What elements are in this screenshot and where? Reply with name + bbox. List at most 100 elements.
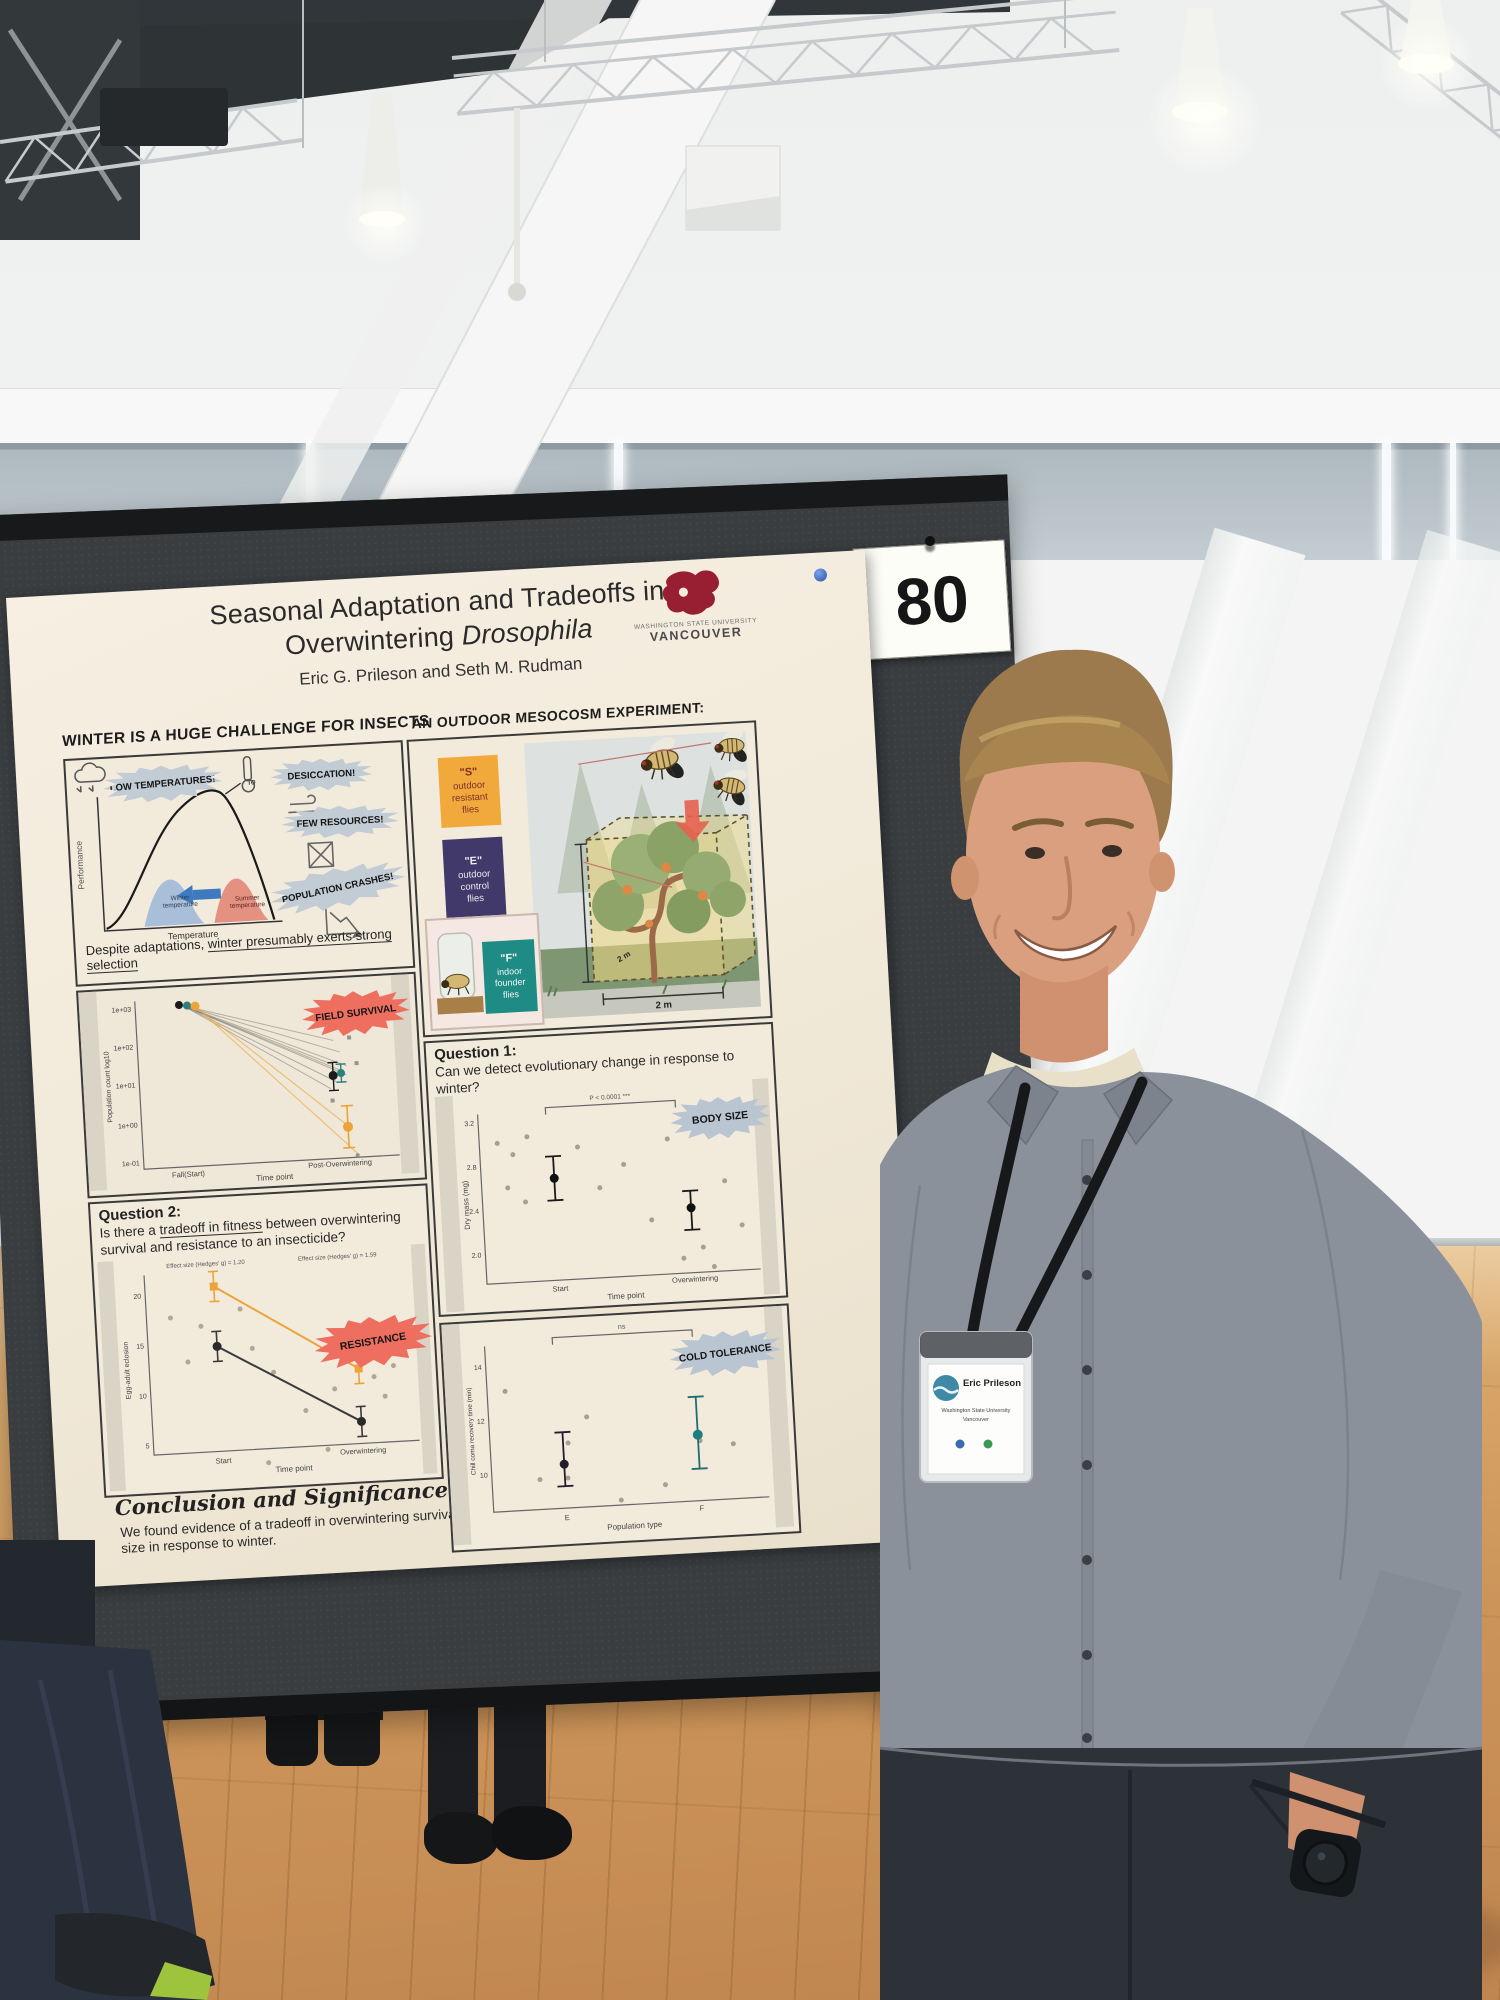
tree	[592, 821, 746, 984]
black-point	[328, 1070, 338, 1080]
group-line: flies	[502, 988, 520, 1000]
hanging-rod	[514, 108, 520, 286]
tree-fruit	[622, 862, 708, 928]
light-glow	[340, 178, 430, 268]
p-value-annotation: P < 0.0001 ***	[589, 1093, 631, 1102]
xtick: F	[699, 1503, 704, 1512]
burst-label: RESISTANCE	[339, 1330, 408, 1353]
group-line: resistant	[451, 791, 489, 805]
wsu-logo: WASHINGTON STATE UNIVERSITY VANCOUVER	[617, 563, 771, 645]
effect-size-annotation: Effect size (Hedges' g) = 1.20	[166, 1260, 245, 1270]
shirt-collar-flap	[1102, 1071, 1174, 1146]
light-truss	[451, 0, 1120, 116]
watch-glint	[1317, 1852, 1326, 1861]
winter-temp-label: Winter temperature	[162, 894, 199, 910]
grass-tufts	[547, 979, 728, 997]
xtick: Overwintering	[340, 1445, 387, 1457]
burst-label: FEW RESOURCES!	[296, 813, 384, 830]
dimension-label: 2 m	[655, 999, 672, 1011]
wall-beam-band	[0, 388, 1500, 447]
beam-edge	[339, 0, 776, 575]
badge-name: Eric Prileson	[963, 1378, 1021, 1389]
lanyard-cord	[966, 1082, 1031, 1342]
shirt	[880, 1066, 1482, 1755]
ylabel: Dry mass (mg)	[460, 1180, 472, 1230]
forearm-sleeve	[1290, 1570, 1462, 1802]
badge-logo-icon	[933, 1375, 959, 1401]
dark-series-line	[216, 1345, 362, 1423]
no-food-icon	[307, 841, 335, 869]
E-mean-point	[559, 1459, 569, 1469]
cold-tolerance-plot: ns Chill coma recovery time (min) 14 12 …	[441, 1305, 795, 1546]
sleeve-seams	[901, 1129, 1350, 1581]
dimension-lines	[574, 843, 725, 1006]
lime-sole	[150, 1962, 212, 2000]
xlabel: Population type	[607, 1520, 663, 1532]
plot-margin	[390, 974, 420, 1174]
mean-point	[549, 1173, 559, 1183]
founder-vial-panel: "F" indoor founder flies	[424, 912, 545, 1031]
plot-margin	[763, 1305, 795, 1528]
gravel-ground	[537, 980, 761, 1019]
diagonal-beam	[340, 0, 775, 575]
q2-pre: Is there a	[99, 1222, 160, 1241]
ns-annotation: ns	[618, 1324, 626, 1331]
shirt-buttons	[1082, 1175, 1092, 1743]
speaker-box-dark	[100, 88, 228, 146]
orange-point	[343, 1121, 354, 1132]
ylabel: Population count log10	[103, 1051, 114, 1123]
ytick: 10	[139, 1393, 147, 1400]
plot-margin	[97, 1261, 127, 1492]
nose	[1052, 856, 1073, 921]
xlabel: Time point	[256, 1172, 294, 1183]
mesocosm-figure: 2 m 2 m "S" outdoor resistant flies "E" …	[406, 720, 773, 1038]
smile-lines	[993, 911, 1135, 940]
mean-errorbars	[544, 1154, 701, 1232]
black-shoe	[424, 1812, 498, 1864]
xlabel: Time point	[275, 1463, 313, 1474]
performance-curve-plot: Performance To Temperature	[74, 756, 363, 941]
ytick: 2.4	[469, 1209, 479, 1217]
ytick: 1e+02	[113, 1045, 133, 1053]
xtick: Overwintering	[672, 1273, 719, 1285]
badge-org: Washington State University	[942, 1408, 1011, 1414]
rod-knob	[508, 283, 526, 301]
eye	[1102, 845, 1122, 857]
face	[966, 719, 1160, 991]
xtick: E	[564, 1513, 570, 1522]
axes	[134, 1001, 400, 1170]
window-light-slit	[1450, 443, 1456, 563]
ytick: 3.2	[464, 1121, 474, 1129]
axes	[143, 1275, 420, 1456]
axes	[476, 1114, 761, 1285]
ytick: 1e+01	[116, 1083, 136, 1091]
field-survival-figure: Population count log10 1e+03 1e+02 1e+01…	[76, 971, 428, 1199]
presenter-person: Eric Prileson Washington State Universit…	[879, 649, 1483, 2000]
bystander-jeans-leg	[0, 1640, 215, 2000]
mesocosm-scene: 2 m 2 m	[523, 725, 761, 1019]
red-down-arrow-icon	[675, 799, 710, 842]
e-group-box: "E" outdoor control flies	[442, 836, 507, 924]
group-line: control	[460, 880, 490, 894]
performance-curve	[106, 789, 276, 930]
effect-size-annotation: Effect size (Hedges' g) = 1.59	[298, 1252, 377, 1262]
eyebrow	[1085, 818, 1134, 829]
body-size-plot: P < 0.0001 *** Dry mass (mg) 3.2 2.8 2.4…	[434, 1078, 781, 1313]
neck	[1020, 965, 1108, 1063]
group-line: flies	[466, 892, 485, 905]
plot-margin	[434, 1095, 465, 1313]
push-pin-icon	[925, 536, 935, 546]
title-species: Drosophila	[460, 613, 594, 651]
plot-margin	[752, 1078, 781, 1295]
teal-point	[337, 1069, 346, 1078]
field-survival-plot: Population count log10 1e+03 1e+02 1e+01…	[78, 974, 420, 1192]
burst-label: BODY SIZE	[691, 1108, 749, 1127]
scatter-points	[502, 1368, 736, 1503]
population-decline-icon	[324, 906, 363, 939]
pocket-opening	[1250, 1778, 1387, 1829]
window-light-slit	[1382, 443, 1391, 563]
orange-point	[209, 1282, 218, 1291]
orange-series-line	[213, 1285, 360, 1370]
plot-margin	[410, 1243, 438, 1475]
fly-vial-illustration	[437, 932, 484, 1015]
